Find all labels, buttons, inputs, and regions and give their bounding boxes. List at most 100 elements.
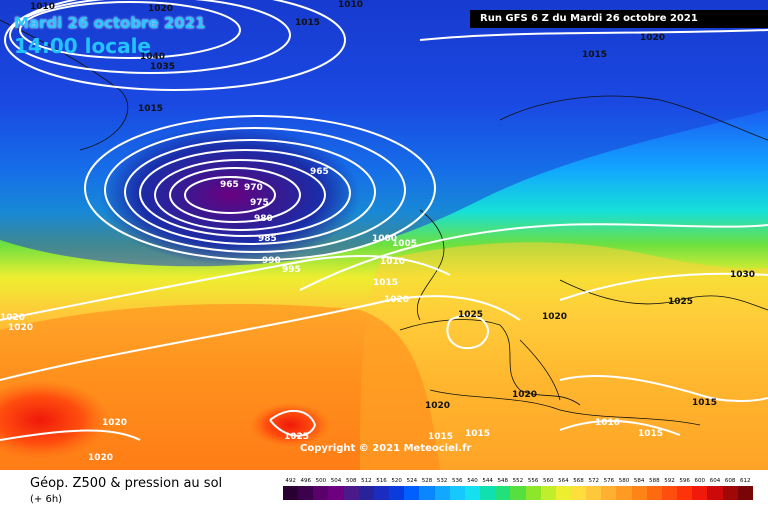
isobar-label: 1010 <box>338 0 364 10</box>
hot-core-center <box>250 403 330 447</box>
subtropical-ridge-area <box>0 304 440 470</box>
color-scale-labels: 492 496 500 504 508 512 516 520 524 528 532 536 540 5… <box>283 478 753 484</box>
scale-color-swatch <box>616 486 632 500</box>
isobar-label: 1020 <box>0 313 26 323</box>
scale-tick-label: 496 <box>300 478 311 484</box>
scale-tick-label: 604 <box>709 478 721 484</box>
isobars <box>0 0 768 440</box>
scale-tick-label: 504 <box>330 478 342 484</box>
isobar-label: 995 <box>282 265 301 275</box>
scale-color-swatch <box>510 486 526 500</box>
scale-color-swatch <box>677 486 693 500</box>
scale-color-swatch <box>722 486 738 500</box>
isobar-label: 1015 <box>638 429 664 439</box>
scale-color-swatch <box>525 486 541 500</box>
scale-tick-label: 516 <box>376 478 387 484</box>
isobar-label: 1020 <box>88 453 114 463</box>
scale-color-swatch <box>570 486 587 500</box>
isobar-label: 1010 <box>30 2 56 12</box>
scale-tick-label: 500 <box>315 478 327 484</box>
scale-tick-label: 552 <box>512 478 524 484</box>
isobar-label: 965 <box>310 167 329 177</box>
scale-color-swatch <box>707 486 723 500</box>
scale-color-swatch <box>373 486 390 500</box>
isobar-label: 1020 <box>384 295 410 305</box>
run-info-label: Run GFS 6 Z du Mardi 26 octobre 2021 <box>470 10 768 28</box>
scale-tick-label: 536 <box>452 478 463 484</box>
geopotential-field <box>0 0 768 470</box>
scale-tick-label: 568 <box>573 478 584 484</box>
copyright-notice: Copyright © 2021 Meteociel.fr <box>300 443 472 454</box>
color-scale: 492 496 500 504 508 512 516 520 524 528 532 536 540 5… <box>283 478 753 502</box>
isobar-label: 1015 <box>138 104 164 114</box>
scale-color-swatch <box>283 486 299 500</box>
isobar-label: 965 <box>220 180 239 190</box>
scale-color-swatch <box>540 486 556 500</box>
isobar-label: 975 <box>250 198 269 208</box>
scale-color-swatch <box>586 486 602 500</box>
scale-tick-label: 512 <box>361 478 372 484</box>
isobar-label: 1030 <box>730 270 756 280</box>
scale-color-swatch <box>495 486 511 500</box>
isobar-label: 1020 <box>425 401 451 411</box>
isobar-label: 1015 <box>373 278 399 288</box>
scale-color-swatch <box>631 486 647 500</box>
scale-tick-label: 564 <box>558 478 569 484</box>
isobar-label: 1020 <box>542 312 568 322</box>
scale-color-swatch <box>449 486 465 500</box>
isobar-label: 985 <box>258 234 277 244</box>
forecast-map: Mardi 26 octobre 2021 14:00 locale Run G… <box>0 0 768 470</box>
isobar-label: 1025 <box>284 432 310 442</box>
isobar-label: 1015 <box>428 432 454 442</box>
isobar-label: 1015 <box>465 429 491 439</box>
legend-footer: Géop. Z500 & pression au sol (+ 6h) 492 4… <box>0 470 768 512</box>
scale-tick-label: 548 <box>497 478 509 484</box>
isobar-label: 1000 <box>372 234 398 244</box>
legend-title: Géop. Z500 & pression au sol <box>30 476 223 491</box>
scale-tick-label: 584 <box>633 478 645 484</box>
isobar-label: 1025 <box>458 310 484 320</box>
scale-tick-label: 540 <box>467 478 478 484</box>
isobar-label: 990 <box>262 256 281 266</box>
isobar-label: 1020 <box>148 4 174 14</box>
scale-tick-label: 600 <box>694 478 706 484</box>
scale-tick-label: 532 <box>436 478 448 484</box>
isobar-label: 970 <box>244 183 263 193</box>
coastlines <box>0 19 768 426</box>
isobar-label: 1025 <box>668 297 694 307</box>
scale-tick-label: 528 <box>421 478 433 484</box>
scale-color-swatch <box>313 486 329 500</box>
scale-color-swatch <box>555 486 571 500</box>
scale-color-swatch <box>692 486 708 500</box>
scale-color-swatch <box>464 486 481 500</box>
scale-color-swatch <box>434 486 450 500</box>
color-scale-bar <box>283 486 753 500</box>
isobar-label: 1020 <box>102 418 128 428</box>
scale-tick-label: 560 <box>542 478 554 484</box>
scale-tick-label: 592 <box>664 478 675 484</box>
scale-tick-label: 576 <box>603 478 615 484</box>
scale-color-swatch <box>343 486 359 500</box>
scale-tick-label: 608 <box>724 478 736 484</box>
scale-color-swatch <box>404 486 420 500</box>
isobar-label: 1010 <box>380 257 406 267</box>
scale-color-swatch <box>480 486 496 500</box>
isobar-label: 1035 <box>150 62 176 72</box>
scale-tick-label: 556 <box>527 478 539 484</box>
scale-tick-label: 508 <box>345 478 357 484</box>
forecast-time: 14:00 locale <box>14 34 151 58</box>
scale-color-swatch <box>328 486 344 500</box>
scale-color-swatch <box>646 486 662 500</box>
scale-color-swatch <box>661 486 678 500</box>
scale-tick-label: 520 <box>391 478 402 484</box>
isobar-label: 1015 <box>295 18 321 28</box>
scale-tick-label: 588 <box>649 478 660 484</box>
scale-color-swatch <box>419 486 435 500</box>
scale-tick-label: 612 <box>740 478 751 484</box>
forecast-date: Mardi 26 octobre 2021 <box>14 14 206 32</box>
scale-tick-label: 596 <box>679 478 690 484</box>
isobar-label: 1020 <box>8 323 34 333</box>
scale-color-swatch <box>737 486 753 500</box>
isobar-label: 1015 <box>582 50 608 60</box>
